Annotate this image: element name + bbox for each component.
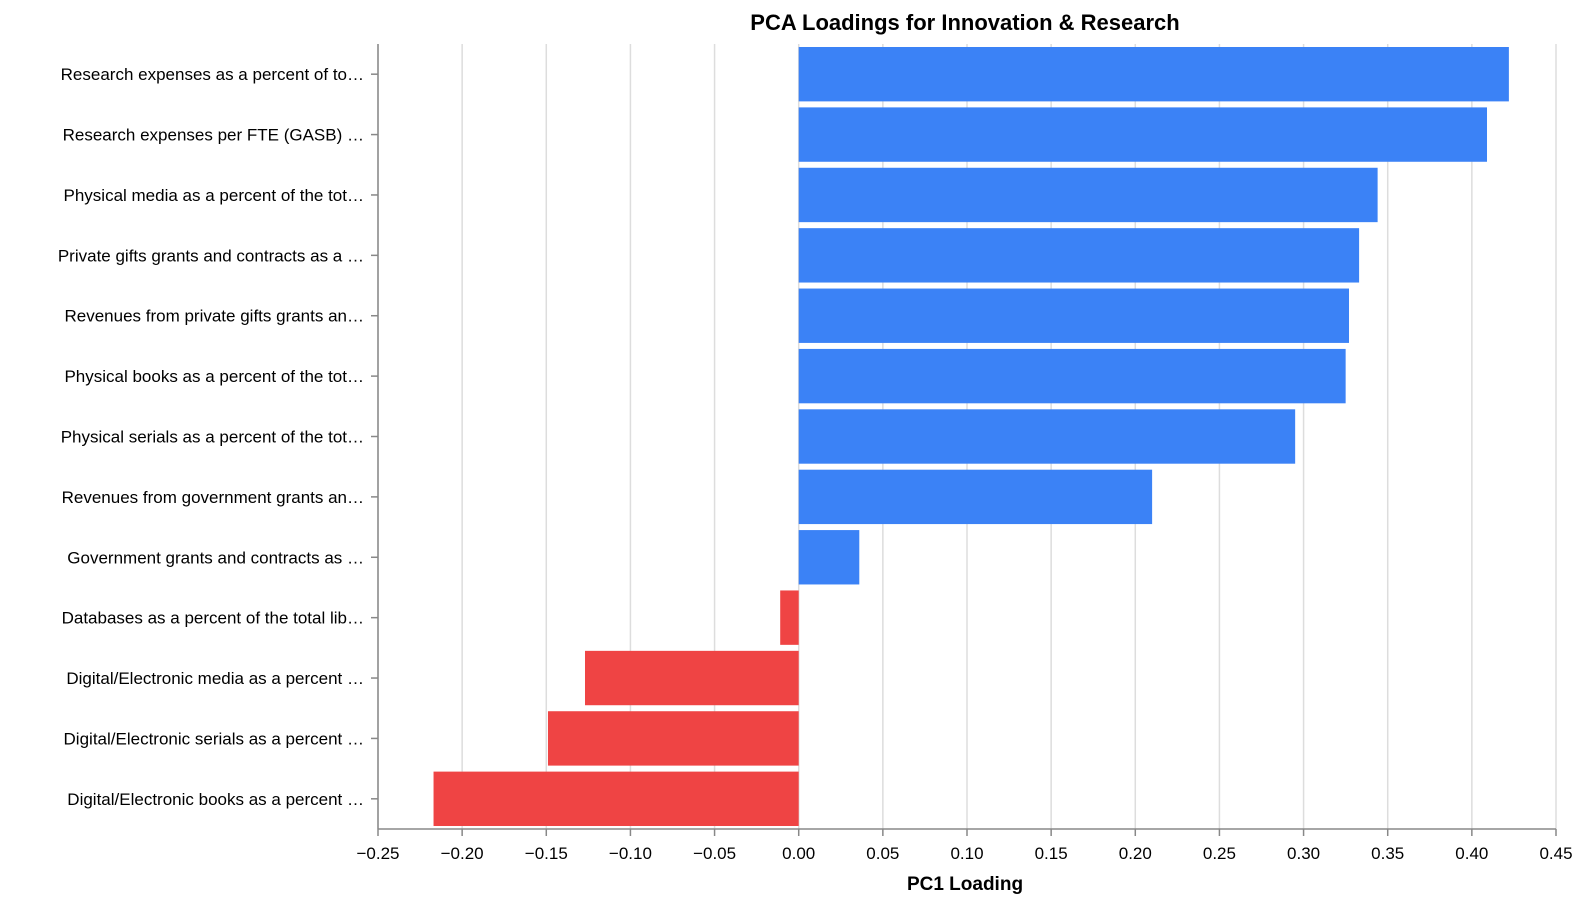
y-category-label: Databases as a percent of the total lib… (62, 609, 364, 628)
y-category-label: Digital/Electronic books as a percent … (67, 790, 364, 809)
bar (798, 167, 1378, 223)
x-tick-label: 0.35 (1371, 844, 1404, 863)
x-axis-title: PC1 Loading (907, 874, 1023, 895)
bar (798, 530, 860, 585)
y-category-label: Digital/Electronic serials as a percent … (64, 729, 364, 748)
x-tick-label: 0.40 (1455, 844, 1488, 863)
x-tick-label: 0.30 (1287, 844, 1320, 863)
x-tick-label: −0.15 (525, 844, 568, 863)
x-tick-label: 0.15 (1035, 844, 1068, 863)
y-category-label: Physical media as a percent of the tot… (64, 186, 365, 205)
y-category-label: Revenues from government grants an… (62, 488, 364, 507)
x-tick-label: −0.10 (609, 844, 652, 863)
bars (433, 47, 1509, 826)
y-category-label: Revenues from private gifts grants an… (64, 307, 364, 326)
bar (780, 590, 799, 645)
x-tick-label: −0.25 (356, 844, 399, 863)
bar (798, 228, 1360, 283)
bar (798, 469, 1153, 525)
x-tick-label: 0.45 (1539, 844, 1572, 863)
bar (798, 348, 1346, 404)
bar (798, 409, 1296, 464)
y-category-label: Physical serials as a percent of the tot… (61, 428, 364, 447)
y-category-label: Physical books as a percent of the tot… (64, 367, 364, 386)
y-category-label: Private gifts grants and contracts as a … (58, 246, 364, 265)
bar (798, 107, 1488, 162)
bar (798, 47, 1509, 102)
x-tick-label: 0.20 (1119, 844, 1152, 863)
bar (433, 771, 799, 826)
x-tick-label: 0.10 (950, 844, 983, 863)
x-tick-label: 0.00 (782, 844, 815, 863)
y-axis-categories: Research expenses as a percent of to… Res… (58, 65, 378, 809)
bar (584, 650, 799, 706)
y-category-label: Digital/Electronic media as a percent … (66, 669, 364, 688)
x-tick-label: 0.05 (866, 844, 899, 863)
y-category-label: Research expenses as a percent of to… (61, 65, 364, 84)
bar (798, 288, 1350, 343)
x-tick-label: −0.20 (441, 844, 484, 863)
x-axis-ticks: −0.25 −0.20 −0.15 −0.10 −0.05 0.00 0.05 0.10 0.1… (356, 829, 1573, 863)
chart-title: PCA Loadings for Innovation & Research (750, 10, 1179, 35)
bar (547, 711, 799, 766)
y-category-label: Government grants and contracts as … (67, 548, 364, 567)
x-tick-label: 0.25 (1203, 844, 1236, 863)
y-category-label: Research expenses per FTE (GASB) … (63, 126, 364, 145)
x-tick-label: −0.05 (693, 844, 736, 863)
